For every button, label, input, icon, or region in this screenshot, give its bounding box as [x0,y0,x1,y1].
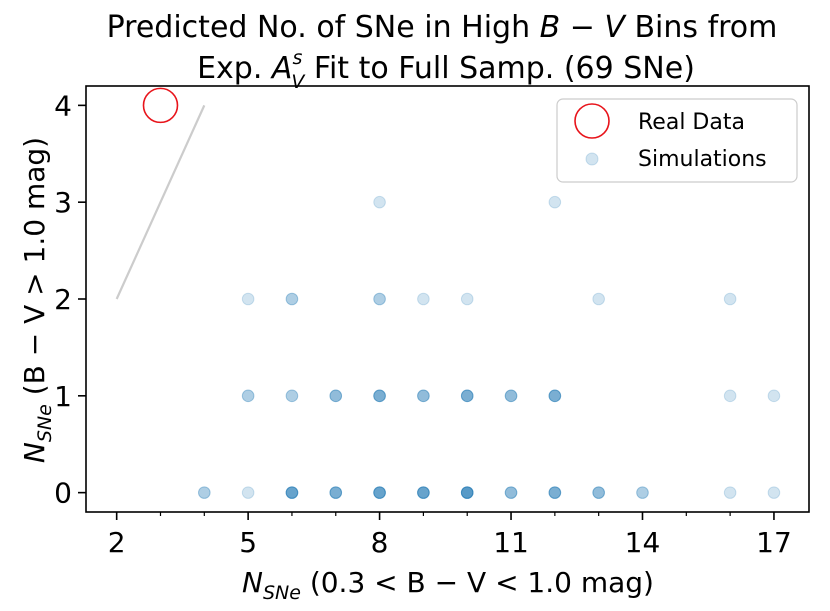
chart-title-line-2: Exp. As V Fit to Full Samp. (69 SNe) [197,47,695,93]
y-tick-label: 2 [54,283,72,316]
y-axis-label: NSNe (B − V > 1.0 mag) [18,137,56,463]
x-tick-label: 5 [239,526,257,559]
simulation-point [767,389,781,403]
x-tick-label: 8 [371,526,389,559]
x-tick-label: 2 [108,526,126,559]
simulation-point [504,486,518,499]
simulation-point [241,486,255,499]
simulation-point [285,292,299,306]
simulation-point [198,486,211,499]
legend-simulations-label: Simulations [638,147,767,172]
simulation-point [548,486,562,499]
y-tick-label: 3 [54,186,72,219]
simulation-point [548,195,562,209]
simulation-point [241,292,255,306]
simulation-point [417,389,430,403]
simulation-point [723,486,737,499]
legend: Real Data Simulations [556,98,798,183]
simulation-point [329,486,343,499]
x-tick-label: 17 [756,526,792,559]
real-data-point [142,87,179,124]
axis-ticks: 2 5 8 11 14 17 0 1 2 3 4 [54,89,792,559]
y-tick-label: 0 [54,477,72,510]
simulation-point [373,292,386,306]
simulation-point [285,486,299,499]
x-tick-label: 11 [493,526,529,559]
simulation-point [373,389,386,403]
chart-title-line-1: Predicted No. of SNe in High B − V Bins … [107,10,778,45]
x-tick-label: 14 [625,526,661,559]
simulation-point [592,486,605,499]
simulation-point [636,486,649,499]
simulation-point [241,389,255,403]
simulation-point [548,389,562,403]
simulation-point [373,195,386,209]
simulation-point [723,389,737,403]
simulation-point [329,389,343,403]
simulation-point [460,389,474,403]
simulation-point [460,292,474,306]
plot-marks [115,87,781,499]
simulation-point [592,292,605,306]
simulation-point [285,389,299,403]
simulation-point [417,292,430,306]
legend-simulations-marker [585,152,599,166]
legend-real-data-marker [574,103,610,139]
simulation-point [417,486,430,499]
simulation-point [767,486,781,499]
simulation-point [723,292,737,306]
legend-real-data-label: Real Data [638,110,745,135]
simulation-point [504,389,518,403]
y-tick-label: 4 [54,89,72,122]
simulation-point [373,486,386,499]
legend-box [556,98,798,183]
reference-line [115,104,206,300]
simulation-point [460,486,474,499]
x-axis-label: NSNe (0.3 < B − V < 1.0 mag) [242,566,654,604]
y-tick-label: 1 [54,380,72,413]
